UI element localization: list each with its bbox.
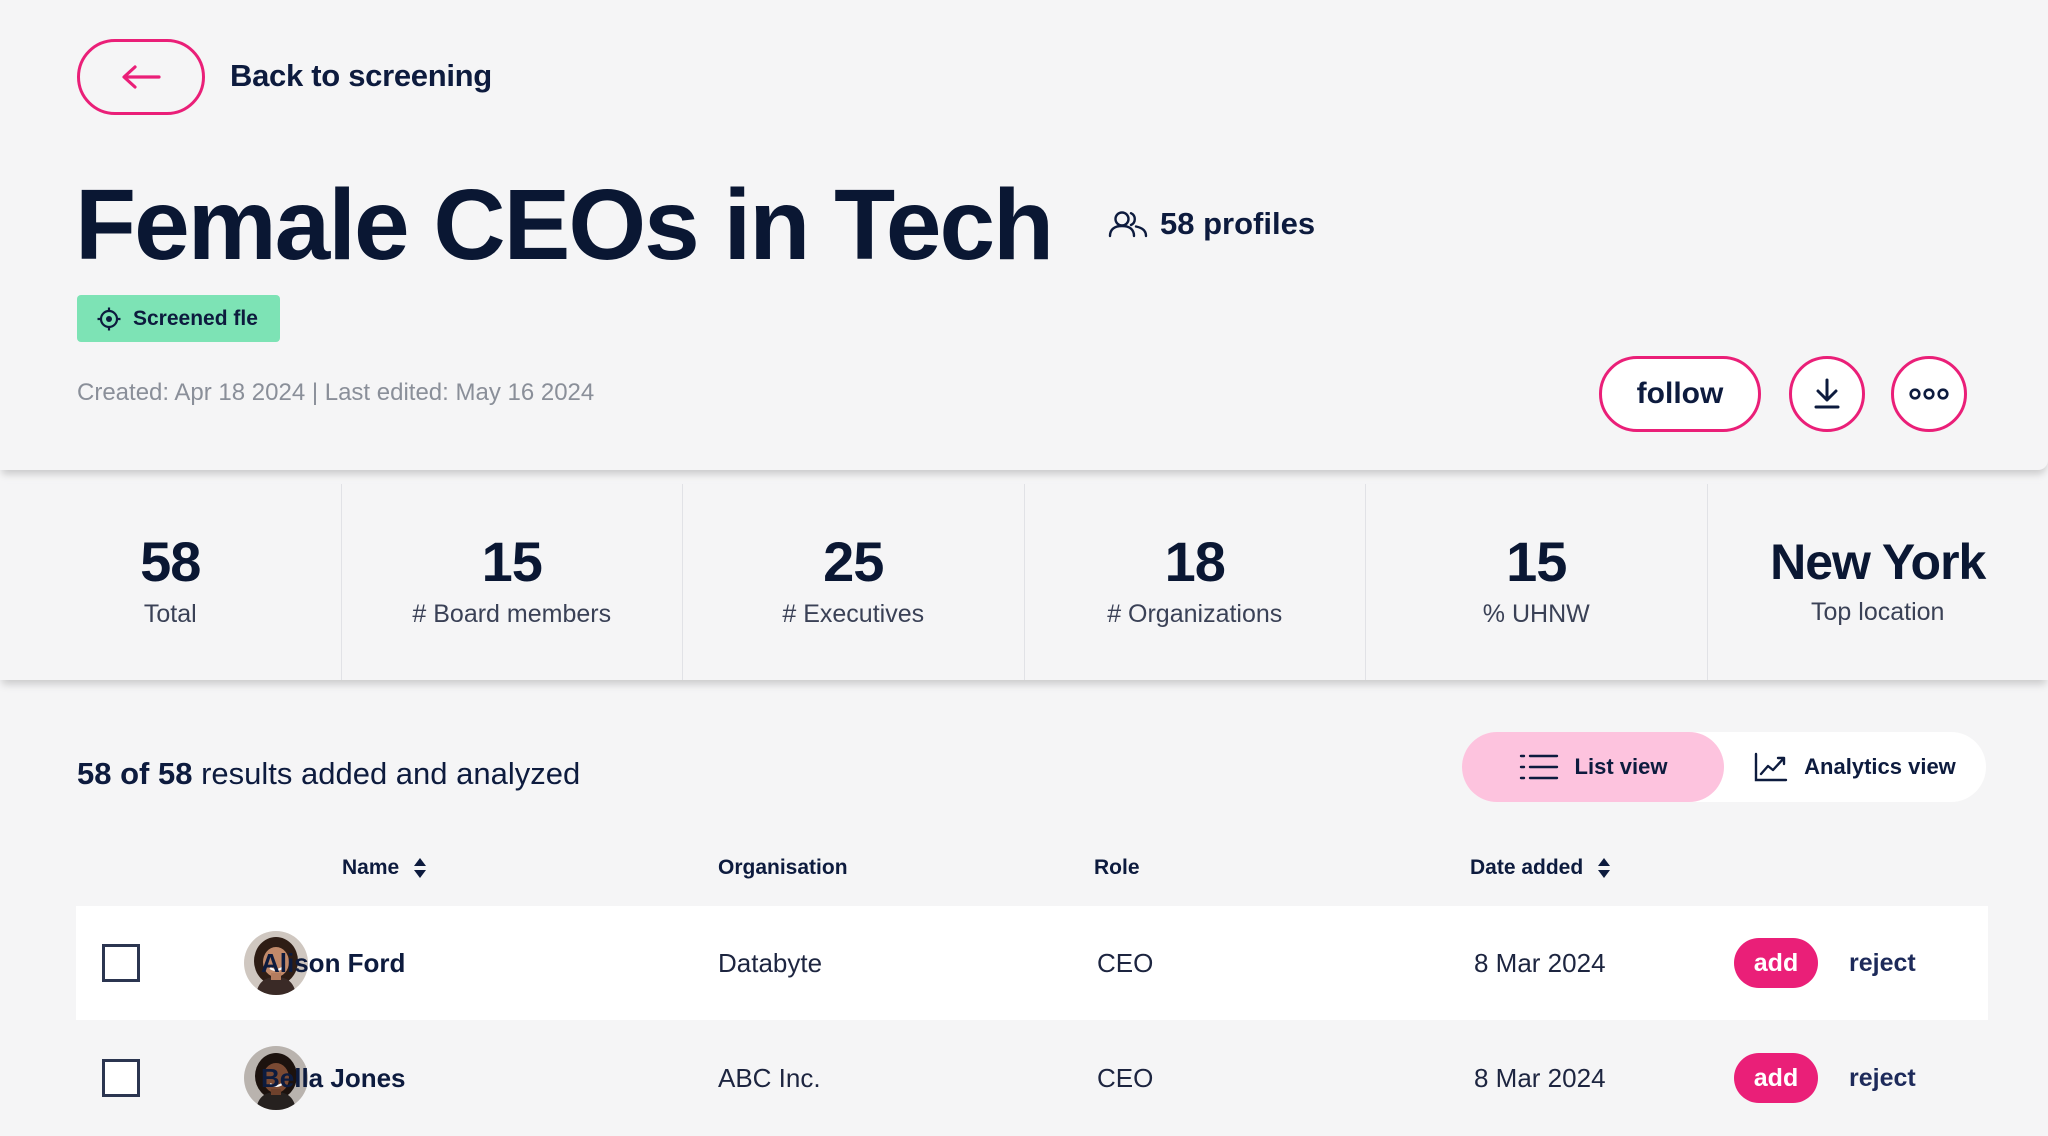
table-header: Name Organisation Role Date added (76, 850, 1988, 890)
person-name[interactable]: Bella Jones (261, 1062, 406, 1093)
stat-label: Total (143, 600, 197, 628)
row-organisation-cell: ABC Inc. (718, 1062, 821, 1093)
results-summary: 58 of 58 results added and analyzed (77, 756, 580, 792)
row-role-cell: CEO (1097, 1062, 1154, 1093)
reject-button[interactable]: reject (1849, 1053, 1916, 1103)
stat-value: 18 (1164, 530, 1226, 593)
download-button[interactable] (1789, 356, 1865, 432)
stat-label: # Board members (412, 600, 612, 628)
created-edited-meta: Created: Apr 18 2024 | Last edited: May … (77, 379, 595, 406)
person-name[interactable]: Alison Ford (261, 947, 406, 978)
avatar (244, 1046, 308, 1110)
stat-total: 58 Total (0, 484, 342, 680)
stat-executives: 25 # Executives (683, 484, 1025, 680)
status-badge: Screened fle (77, 295, 280, 342)
table-row: Alison Ford Databyte CEO 8 Mar 2024 add … (76, 906, 1988, 1020)
sort-icon[interactable] (1597, 857, 1611, 879)
stat-label: # Organizations (1107, 600, 1283, 628)
column-header-name[interactable]: Name (342, 856, 427, 880)
avatar (244, 931, 308, 995)
back-label[interactable]: Back to screening (230, 58, 492, 93)
view-toggle: List view Analytics view (1462, 732, 1986, 802)
stat-organizations: 18 # Organizations (1025, 484, 1366, 680)
arrow-left-icon (122, 65, 161, 89)
more-icon (1909, 388, 1949, 400)
stat-label: # Executives (782, 600, 925, 628)
header-card: Back to screening Female CEOs in Tech 58… (0, 0, 2048, 470)
stat-board-members: 15 # Board members (342, 484, 683, 680)
stat-value: 15 (481, 530, 543, 593)
list-icon (1519, 754, 1558, 780)
column-header-date-label: Date added (1470, 856, 1584, 879)
table-row: Bella Jones ABC Inc. CEO 8 Mar 2024 add … (76, 1021, 1988, 1135)
row-checkbox[interactable] (102, 1059, 140, 1097)
row-name-cell: Bella Jones (261, 1021, 406, 1135)
download-icon (1814, 378, 1840, 409)
results-count: 58 of 58 (77, 756, 193, 791)
list-view-tab[interactable]: List view (1462, 732, 1724, 802)
add-button[interactable]: add (1734, 938, 1818, 988)
profiles-count-label: 58 profiles (1160, 206, 1316, 241)
row-date-cell: 8 Mar 2024 (1474, 947, 1606, 978)
column-header-role: Role (1094, 856, 1140, 880)
users-icon (1108, 211, 1148, 238)
column-header-role-label: Role (1094, 856, 1140, 879)
row-role-cell: CEO (1097, 947, 1154, 978)
reject-button[interactable]: reject (1849, 938, 1916, 988)
stat-value: New York (1770, 534, 1986, 590)
column-header-organisation-label: Organisation (718, 856, 848, 879)
page-title: Female CEOs in Tech (75, 169, 1054, 281)
line-chart-icon (1754, 752, 1788, 782)
add-button[interactable]: add (1734, 1053, 1818, 1103)
results-suffix: results added and analyzed (192, 756, 581, 791)
analytics-view-label: Analytics view (1804, 754, 1956, 779)
stat-value: 58 (140, 530, 201, 593)
stat-label: % UHNW (1482, 600, 1590, 628)
column-header-date-added[interactable]: Date added (1470, 856, 1611, 880)
row-date-cell: 8 Mar 2024 (1474, 1062, 1606, 1093)
stats-strip: 58 Total 15 # Board members 25 # Executi… (0, 484, 2048, 680)
stat-label: Top location (1811, 598, 1945, 626)
column-header-name-label: Name (342, 856, 400, 879)
stat-top-location: New York Top location (1708, 484, 2048, 680)
stat-uhnw: 15 % UHNW (1366, 484, 1708, 680)
sort-icon[interactable] (413, 857, 427, 879)
column-header-organisation: Organisation (718, 856, 848, 880)
target-icon (97, 307, 121, 330)
row-checkbox[interactable] (102, 944, 140, 982)
stat-value: 15 (1506, 530, 1567, 593)
profiles-count: 58 profiles (1108, 204, 1315, 244)
follow-button[interactable]: follow (1599, 356, 1761, 432)
stat-value: 25 (823, 530, 884, 593)
row-name-cell: Alison Ford (261, 906, 405, 1020)
list-view-label: List view (1574, 754, 1668, 779)
row-organisation-cell: Databyte (718, 947, 823, 978)
back-button[interactable] (77, 39, 205, 115)
analytics-view-tab[interactable]: Analytics view (1724, 732, 1986, 802)
more-options-button[interactable] (1891, 356, 1967, 432)
status-badge-label: Screened fle (133, 306, 258, 330)
